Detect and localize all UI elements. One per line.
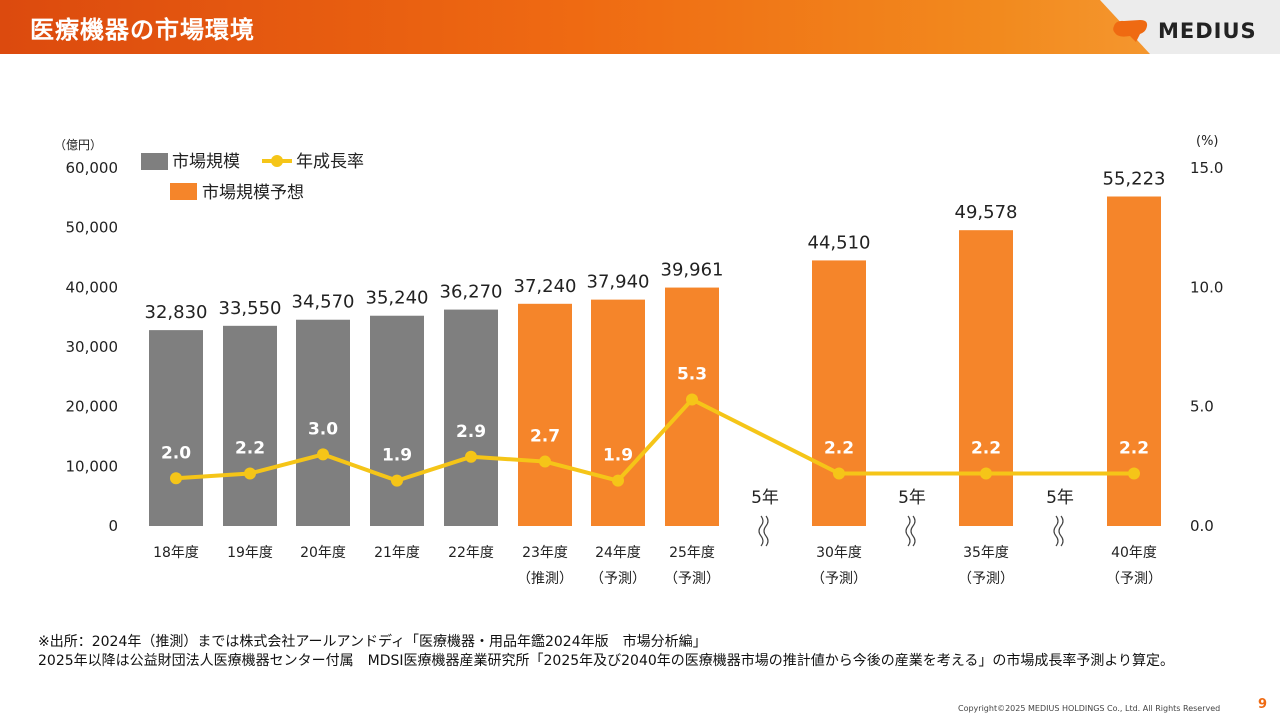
growth-rate-label: 2.7 xyxy=(530,427,560,447)
x-tick-sublabel: （予測） xyxy=(664,571,720,587)
growth-rate-point xyxy=(539,455,551,468)
copyright-text: Copyright©2025 MEDIUS HOLDINGS Co., Ltd.… xyxy=(958,704,1221,713)
bar-value-label: 33,550 xyxy=(219,298,282,319)
growth-rate-label: 2.2 xyxy=(971,438,1001,458)
legend-swatch-forecast xyxy=(170,183,197,200)
bar-value-label: 44,510 xyxy=(808,232,871,253)
x-tick-label: 18年度 xyxy=(153,545,199,561)
x-tick-label: 35年度 xyxy=(963,545,1009,561)
legend-label-forecast: 市場規模予想 xyxy=(202,183,304,203)
growth-rate-label: 3.0 xyxy=(308,419,338,439)
bar-value-label: 34,570 xyxy=(292,292,355,313)
growth-rate-point xyxy=(391,474,403,487)
bar-value-label: 37,940 xyxy=(587,272,650,293)
bar-forecast xyxy=(959,230,1013,526)
x-tick-sublabel: （予測） xyxy=(590,571,646,587)
bar-value-label: 49,578 xyxy=(955,202,1018,223)
y-left-tick-label: 50,000 xyxy=(66,219,119,237)
bar-forecast xyxy=(518,303,572,526)
growth-rate-point xyxy=(465,450,477,463)
header-bar: 医療機器の市場環境 MEDIUS xyxy=(0,0,1280,54)
growth-rate-point xyxy=(612,474,624,487)
legend-label-actual: 市場規模 xyxy=(172,152,240,172)
page-title: 医療機器の市場環境 xyxy=(30,16,255,44)
bar-value-label: 39,961 xyxy=(661,260,724,281)
x-tick-label: 20年度 xyxy=(300,545,346,561)
gap-label: 5年 xyxy=(751,488,779,508)
bar-value-label: 32,830 xyxy=(145,302,208,323)
x-tick-sublabel: （予測） xyxy=(1106,571,1162,587)
y-left-tick-label: 20,000 xyxy=(66,398,119,416)
legend-label-growth: 年成長率 xyxy=(296,152,364,172)
growth-rate-point xyxy=(1128,467,1140,480)
x-tick-label: 22年度 xyxy=(448,545,494,561)
y-left-tick-label: 60,000 xyxy=(66,159,119,177)
gap-label: 5年 xyxy=(1046,488,1074,508)
growth-rate-label: 2.2 xyxy=(824,438,854,458)
medius-logo-icon xyxy=(1113,20,1148,42)
logo-text: MEDIUS xyxy=(1158,19,1257,43)
growth-rate-point xyxy=(833,467,845,480)
bar-value-label: 36,270 xyxy=(440,282,503,303)
y-right-tick-label: 15.0 xyxy=(1190,159,1223,177)
bar-forecast xyxy=(591,299,645,526)
bar-actual xyxy=(370,315,424,526)
axis-break-mark xyxy=(758,515,764,547)
page-number: 9 xyxy=(1258,697,1268,712)
growth-rate-point xyxy=(686,393,698,406)
x-tick-label: 40年度 xyxy=(1111,545,1157,561)
axis-break-mark xyxy=(910,515,916,547)
axis-break-mark xyxy=(1053,515,1059,547)
growth-rate-label: 1.9 xyxy=(603,446,633,466)
x-tick-sublabel: （予測） xyxy=(958,571,1014,587)
bar-actual xyxy=(296,319,350,526)
x-tick-label: 24年度 xyxy=(595,545,641,561)
x-tick-label: 23年度 xyxy=(522,545,568,561)
market-size-chart: 0 10,000 20,000 30,000 40,000 50,000 60,000 （億円… xyxy=(54,134,1223,587)
bar-actual xyxy=(444,309,498,526)
growth-rate-point xyxy=(244,467,256,480)
y-left-tick-label: 0 xyxy=(108,517,118,535)
y-right-tick-label: 0.0 xyxy=(1190,517,1214,535)
growth-rate-label: 2.9 xyxy=(456,422,486,442)
x-tick-label: 19年度 xyxy=(227,545,273,561)
growth-rate-label: 1.9 xyxy=(382,446,412,466)
bar-value-label: 37,240 xyxy=(514,276,577,297)
bar-value-label: 55,223 xyxy=(1103,169,1166,190)
logo: MEDIUS xyxy=(1110,17,1257,45)
source-footnote: ※出所：2024年（推測）までは株式会社アールアンドディ「医療機器・用品年鑑20… xyxy=(38,633,1174,671)
x-tick-label: 21年度 xyxy=(374,545,420,561)
footnote-line-1: ※出所：2024年（推測）までは株式会社アールアンドディ「医療機器・用品年鑑20… xyxy=(38,634,707,650)
axis-break-mark xyxy=(1058,515,1064,547)
x-tick-label: 30年度 xyxy=(816,545,862,561)
growth-rate-point xyxy=(317,448,329,461)
legend-swatch-actual xyxy=(141,153,168,170)
gap-label: 5年 xyxy=(898,488,926,508)
growth-rate-point xyxy=(980,467,992,480)
bar-value-label: 35,240 xyxy=(366,288,429,309)
x-tick-label: 25年度 xyxy=(669,545,715,561)
y-left-tick-label: 40,000 xyxy=(66,278,119,296)
axis-break-mark xyxy=(763,515,769,547)
footnote-line-2: 2025年以降は公益財団法人医療機器センター付属 MDSI医療機器産業研究所「2… xyxy=(38,653,1175,669)
x-tick-sublabel: （推測） xyxy=(517,571,573,587)
bar-actual xyxy=(223,325,277,526)
y-left-tick-label: 10,000 xyxy=(66,457,119,475)
growth-rate-label: 2.0 xyxy=(161,443,191,463)
growth-rate-label: 5.3 xyxy=(677,365,707,385)
axis-break-mark xyxy=(905,515,911,547)
header-background xyxy=(0,0,1280,54)
y-left-tick-label: 30,000 xyxy=(66,338,119,356)
bar-forecast xyxy=(812,260,866,526)
growth-rate-label: 2.2 xyxy=(235,438,265,458)
y-right-unit-label: (%) xyxy=(1196,134,1219,149)
y-left-unit-label: （億円） xyxy=(54,138,102,152)
y-right-tick-label: 5.0 xyxy=(1190,398,1214,416)
bar-actual xyxy=(149,330,203,526)
growth-rate-label: 2.2 xyxy=(1119,438,1149,458)
growth-rate-point xyxy=(170,472,182,485)
y-right-tick-label: 10.0 xyxy=(1190,278,1223,296)
legend-marker-growth xyxy=(271,155,283,167)
x-tick-sublabel: （予測） xyxy=(811,571,867,587)
